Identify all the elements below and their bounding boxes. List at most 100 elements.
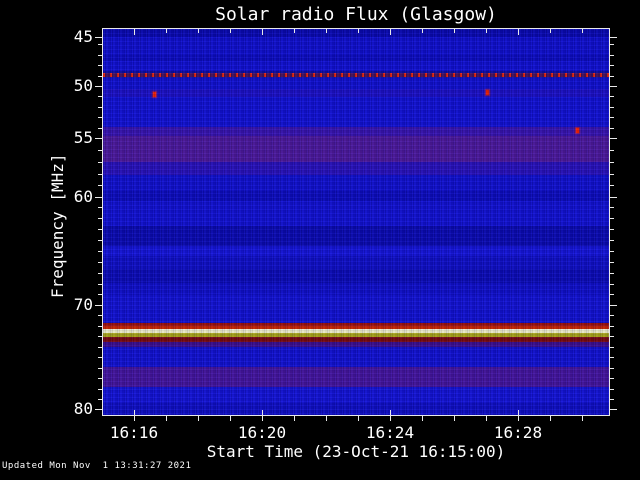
- spectrogram-plot-area: [102, 28, 610, 416]
- x-tick-bottom: [518, 410, 519, 421]
- x-tick-bottom: [486, 416, 487, 421]
- y-tick-label: 80: [73, 399, 93, 418]
- y-tick-right: [610, 368, 614, 369]
- spectrogram-band: [103, 127, 609, 136]
- y-tick-left: [98, 262, 102, 263]
- y-tick-label: 60: [73, 187, 93, 206]
- y-tick-right: [610, 76, 614, 77]
- y-tick-right: [610, 128, 614, 129]
- spectrogram-band: [103, 191, 609, 201]
- x-tick-top: [454, 29, 455, 33]
- y-tick-right: [610, 65, 614, 66]
- y-tick-right: [610, 251, 614, 252]
- y-axis-label: Frequency [MHz]: [48, 153, 67, 299]
- y-tick-left: [98, 378, 102, 379]
- x-tick-bottom: [550, 416, 551, 421]
- x-tick-label: 16:20: [237, 423, 287, 442]
- y-tick-right: [610, 162, 614, 163]
- spectrogram-band: [103, 347, 609, 367]
- x-tick-bottom: [582, 416, 583, 421]
- x-tick-top: [422, 29, 423, 33]
- spectrogram-band: [103, 29, 609, 37]
- y-tick-right: [610, 138, 617, 139]
- x-tick-top: [390, 29, 391, 35]
- y-tick-right: [610, 378, 614, 379]
- y-tick-left: [95, 409, 102, 410]
- y-tick-right: [610, 185, 614, 186]
- spectrogram-band: [103, 283, 609, 295]
- y-tick-left: [98, 347, 102, 348]
- y-tick-right: [610, 107, 614, 108]
- x-tick-top: [582, 29, 583, 33]
- spectrogram-band: [103, 329, 609, 333]
- y-tick-right: [610, 315, 614, 316]
- y-tick-right: [610, 347, 614, 348]
- y-tick-left: [98, 399, 102, 400]
- spectrogram-band: [103, 387, 609, 403]
- y-tick-left: [98, 229, 102, 230]
- y-tick-left: [95, 86, 102, 87]
- y-tick-left: [98, 240, 102, 241]
- y-tick-right: [610, 207, 614, 208]
- x-tick-top: [550, 29, 551, 33]
- y-tick-left: [98, 44, 102, 45]
- y-tick-left: [98, 315, 102, 316]
- x-tick-top: [294, 29, 295, 33]
- spectrogram-band: [103, 37, 609, 55]
- y-tick-left: [98, 218, 102, 219]
- y-tick-right: [610, 389, 614, 390]
- y-tick-left: [98, 96, 102, 97]
- y-tick-left: [98, 284, 102, 285]
- y-tick-left: [95, 37, 102, 38]
- x-tick-top: [486, 29, 487, 33]
- y-tick-label: 70: [73, 295, 93, 314]
- x-tick-label: 16:24: [365, 423, 415, 442]
- y-tick-left: [98, 117, 102, 118]
- y-tick-right: [610, 326, 614, 327]
- spectrogram-band: [103, 323, 609, 326]
- x-tick-top: [198, 29, 199, 33]
- y-tick-right: [610, 150, 614, 151]
- y-tick-left: [98, 107, 102, 108]
- y-tick-left: [98, 65, 102, 66]
- y-tick-left: [98, 55, 102, 56]
- spectrogram-band: [103, 201, 609, 226]
- x-tick-bottom: [358, 416, 359, 421]
- y-tick-left: [98, 326, 102, 327]
- spectrogram-band: [103, 295, 609, 309]
- y-tick-left: [98, 76, 102, 77]
- spectrogram-band: [103, 55, 609, 61]
- x-tick-bottom: [198, 416, 199, 421]
- y-tick-right: [610, 305, 617, 306]
- x-tick-bottom: [390, 410, 391, 421]
- y-tick-right: [610, 96, 614, 97]
- y-tick-right: [610, 357, 614, 358]
- y-tick-left: [95, 138, 102, 139]
- x-tick-top: [262, 29, 263, 35]
- y-tick-left: [98, 273, 102, 274]
- x-tick-label: 16:28: [493, 423, 543, 442]
- y-tick-left: [98, 251, 102, 252]
- y-tick-right: [610, 55, 614, 56]
- y-tick-label: 50: [73, 76, 93, 95]
- spectrogram-band: [103, 61, 609, 71]
- y-tick-label: 45: [73, 27, 93, 46]
- y-tick-left: [98, 128, 102, 129]
- y-tick-right: [610, 240, 614, 241]
- x-tick-top: [326, 29, 327, 33]
- y-tick-left: [98, 150, 102, 151]
- y-tick-right: [610, 229, 614, 230]
- rfi-dotted-line: [103, 73, 609, 77]
- spectrogram-band: [103, 269, 609, 283]
- y-tick-left: [98, 389, 102, 390]
- spectrogram-band: [103, 246, 609, 256]
- x-tick-top: [166, 29, 167, 33]
- y-tick-right: [610, 262, 614, 263]
- chart-title: Solar radio Flux (Glasgow): [215, 4, 497, 25]
- spectrogram-band: [103, 162, 609, 175]
- y-tick-right: [610, 409, 617, 410]
- y-tick-right: [610, 174, 614, 175]
- y-tick-right: [610, 399, 614, 400]
- spectrogram-band: [103, 367, 609, 387]
